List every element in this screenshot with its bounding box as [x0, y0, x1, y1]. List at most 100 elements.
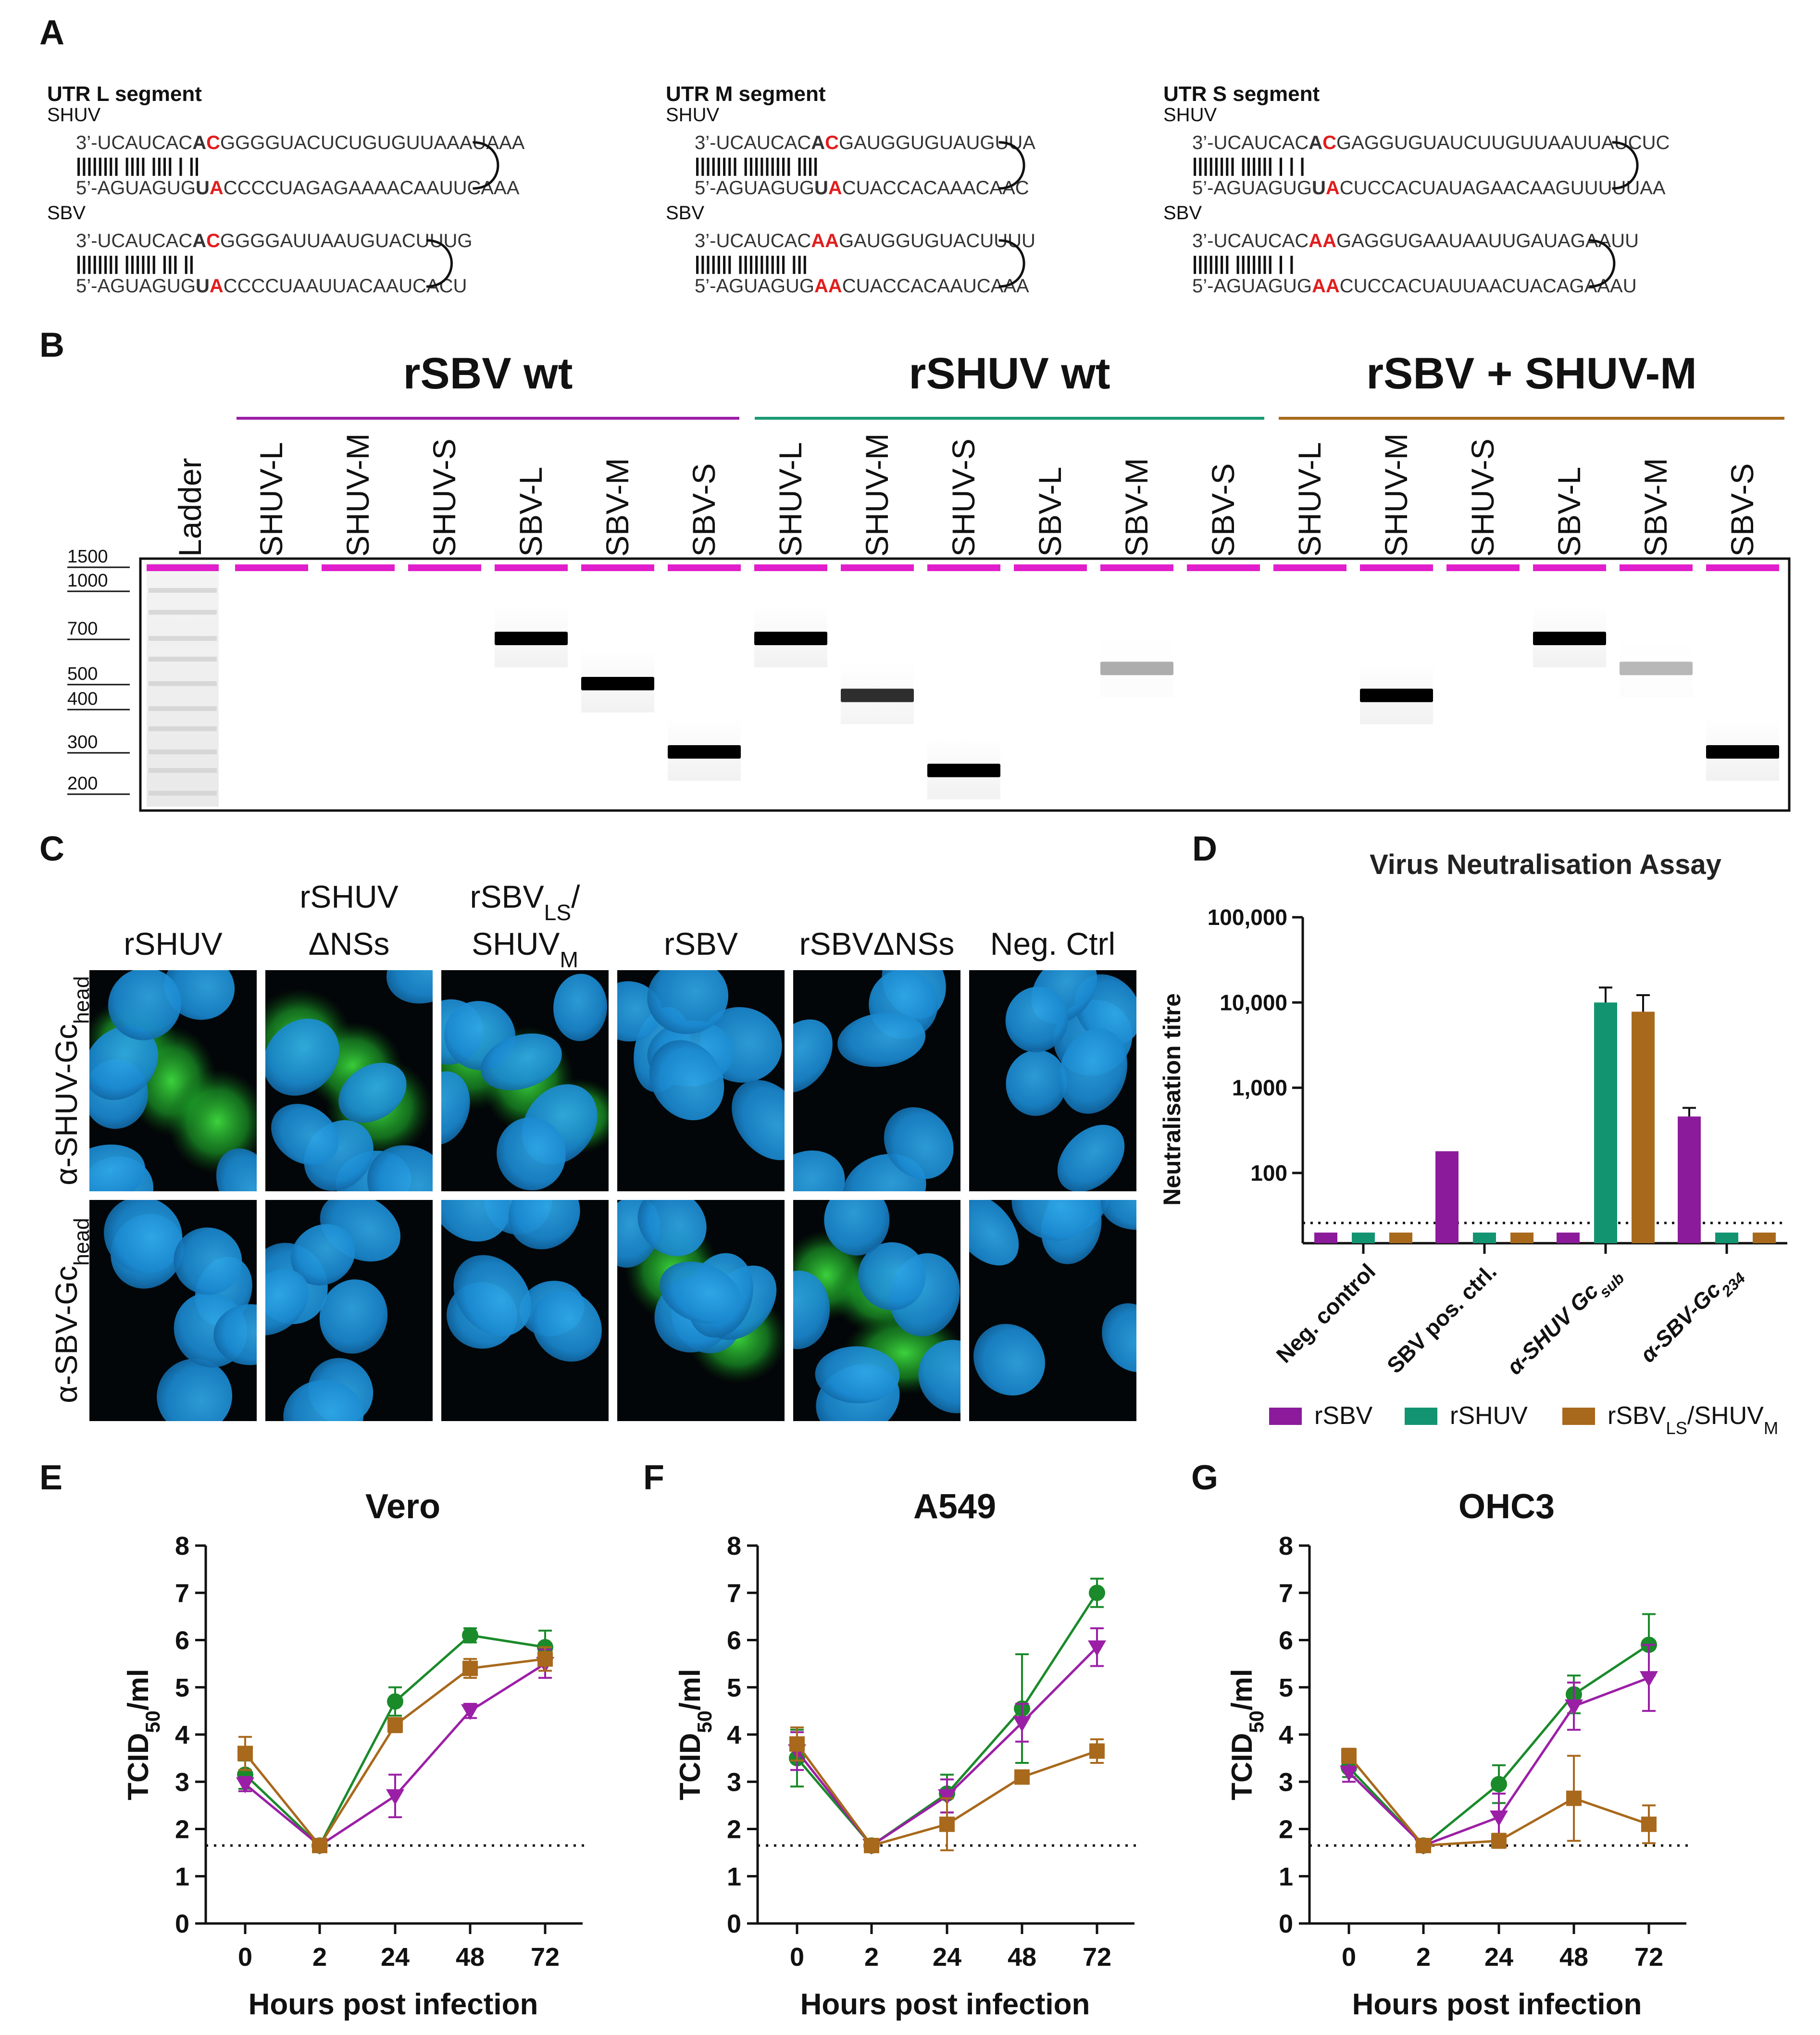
hairpin-loop — [1589, 239, 1616, 288]
nucleus — [553, 974, 608, 1041]
subscript: 50 — [141, 1710, 164, 1733]
x-tick-label: 0 — [790, 1943, 804, 1972]
nucleotides: A — [210, 177, 224, 199]
data-point — [236, 1777, 254, 1794]
gel-band — [1360, 688, 1433, 702]
gel-band — [668, 745, 741, 759]
subscript: LS — [544, 900, 572, 925]
legend-swatch — [1405, 1408, 1437, 1425]
ladder-band — [149, 681, 217, 686]
nucleotides: 3’-UCAUCAC — [1192, 230, 1309, 251]
x-tick-label: 0 — [238, 1943, 252, 1972]
x-tick-label: 2 — [1416, 1943, 1431, 1972]
ladder-size-label: 200 — [67, 774, 98, 794]
microscopy-image — [265, 1200, 433, 1421]
image-content — [793, 970, 954, 1191]
marker-band — [1446, 564, 1520, 571]
panel-d-letter: D — [1192, 830, 1217, 868]
bar — [1314, 1232, 1337, 1243]
sequence-3prime: 3’-UCAUCACACGAGGUGUAUCUUGUUAAUUAUCUC — [1192, 132, 1670, 153]
utr-segment-title: UTR L segment — [47, 82, 202, 106]
bar — [1594, 1002, 1617, 1243]
data-point — [537, 1651, 553, 1667]
bar — [1632, 1011, 1655, 1243]
gel-group-title: rSBV + SHUV-M — [1366, 349, 1697, 398]
legend-label: rSBVLS/SHUVM — [1608, 1402, 1778, 1438]
data-point — [864, 1837, 879, 1853]
nucleotides: AA — [814, 275, 842, 297]
ladder-size-label: 1000 — [67, 571, 108, 591]
data-point — [387, 1717, 403, 1733]
microscopy-image — [793, 970, 960, 1191]
nucleus — [1100, 1200, 1136, 1230]
nucleus — [858, 1242, 926, 1311]
data-point — [1089, 1585, 1105, 1601]
nucleotides: CUCCACUAUAGAACAAGUUUUUAA — [1340, 177, 1666, 199]
gel-band — [581, 677, 654, 690]
marker-band — [235, 564, 308, 571]
nucleotides: U — [814, 177, 828, 199]
nucleus — [174, 1227, 242, 1295]
lane-label: SBV-S — [686, 463, 722, 557]
y-tick-label: 1,000 — [1232, 1075, 1287, 1100]
data-point — [1088, 1640, 1106, 1657]
virus-label: SHUV — [1163, 104, 1217, 125]
gel-band — [1533, 632, 1606, 645]
nucleotides: A — [811, 132, 825, 153]
data-point — [789, 1736, 805, 1752]
nucleotides: A — [210, 275, 224, 297]
sequence-5prime: 5’-AGUAGUGUACUCCACUAUAGAACAAGUUUUUAA — [1192, 177, 1666, 199]
nucleotides: AA — [811, 230, 839, 251]
panel-letter: F — [643, 1459, 664, 1497]
bar — [1678, 1116, 1701, 1243]
chart-title: OHC3 — [1458, 1487, 1555, 1526]
data-point — [312, 1837, 327, 1853]
label-part: SHUV — [472, 926, 560, 961]
neutralisation-title: Virus Neutralisation Assay — [1370, 849, 1721, 880]
hairpin-loop — [473, 141, 499, 190]
x-tick-label: 72 — [1083, 1943, 1111, 1972]
label-part: α-SHUV Gc — [1502, 1278, 1603, 1380]
hairpin-loop — [1612, 141, 1639, 190]
microscopy-image — [617, 1200, 785, 1421]
y-tick-label: 8 — [1279, 1532, 1293, 1561]
microscopy-image — [441, 1200, 609, 1421]
bar — [1510, 1232, 1533, 1243]
image-content — [969, 1200, 1136, 1396]
nucleotides: 5’-AGUAGUG — [1192, 275, 1312, 297]
y-tick-label: 10,000 — [1220, 990, 1287, 1015]
chart-title: Vero — [365, 1487, 440, 1526]
x-tick-label: SBV pos. ctrl. — [1382, 1259, 1501, 1378]
y-tick-label: 2 — [727, 1815, 741, 1844]
ladder-band — [149, 610, 217, 615]
nucleus — [216, 1148, 257, 1191]
column-header: rSHUV — [299, 879, 398, 914]
subscript: M — [560, 947, 578, 972]
subscript: 50 — [693, 1710, 716, 1733]
label-part: / — [571, 879, 580, 914]
label-part: /ml — [674, 1669, 706, 1710]
image-content — [441, 1200, 602, 1362]
nucleotides: 3’-UCAUCAC — [76, 230, 192, 251]
nucleus — [1059, 1028, 1128, 1114]
subscript: 50 — [1245, 1710, 1268, 1733]
nucleus — [815, 1346, 900, 1404]
gel-band — [1706, 745, 1779, 759]
legend-swatch — [1562, 1408, 1595, 1425]
x-tick-label: α-SBV-Gc234 — [1635, 1259, 1748, 1372]
bar — [1753, 1232, 1776, 1243]
hairpin-loop — [998, 239, 1025, 288]
y-tick-label: 2 — [1279, 1815, 1293, 1844]
utr-segments: UTR L segmentSHUV3’-UCAUCACACGGGGUACUCUG… — [47, 82, 1670, 297]
panel-letter: E — [39, 1459, 62, 1497]
y-tick-label: 0 — [1279, 1910, 1293, 1938]
ladder-band — [149, 706, 217, 711]
nucleotides: C — [206, 132, 220, 153]
nucleus — [1011, 1200, 1092, 1241]
nucleus — [973, 1323, 1045, 1396]
y-tick-label: 1 — [1279, 1862, 1293, 1891]
y-tick-label: 3 — [1279, 1768, 1293, 1797]
growth-curve-chart: F A549 0 1 2 3 4 5 6 7 8 0 2 24 48 72 TCID50/ml Hours pos… — [643, 1459, 1136, 2021]
nucleus — [617, 981, 662, 1042]
neutralisation-chart: Neutralisation titre 100,000 10,000 1,000 10… — [1159, 905, 1787, 1438]
